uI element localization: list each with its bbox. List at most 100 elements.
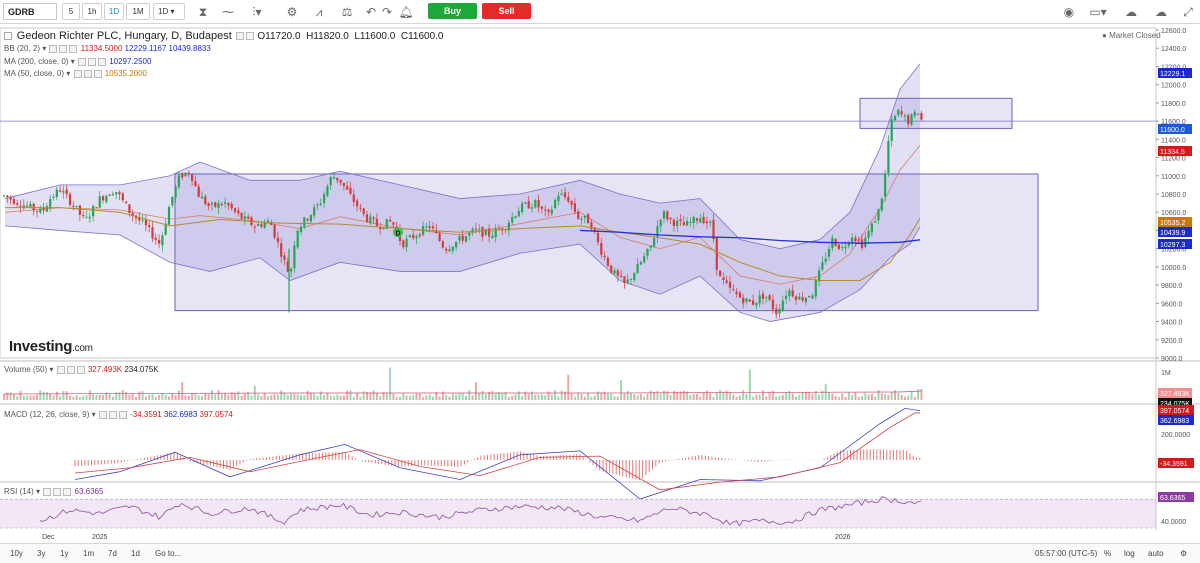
- candle-body: [286, 261, 289, 272]
- ma50-close-icon[interactable]: [93, 69, 102, 78]
- close-square[interactable]: [245, 32, 254, 41]
- candle-body: [263, 222, 266, 228]
- cloud-upload-icon[interactable]: ☁: [1155, 5, 1167, 19]
- volume-bar: [88, 390, 91, 400]
- volume-bar: [138, 391, 141, 400]
- macd-line: [74, 407, 921, 500]
- area-chart-icon[interactable]: ⁓: [222, 5, 234, 19]
- candle-body: [705, 221, 708, 224]
- interval-1d[interactable]: 1D: [104, 3, 124, 20]
- dividend-marker: [393, 227, 403, 238]
- volume-bar: [567, 374, 570, 400]
- volume-bar: [412, 395, 415, 400]
- ma200-close-icon[interactable]: [97, 57, 106, 66]
- volume-bar: [702, 392, 705, 400]
- volume-settings-icon[interactable]: [66, 365, 75, 374]
- interval-dropdown[interactable]: 1D ▾: [153, 3, 185, 20]
- goto-button[interactable]: Go to...: [155, 549, 182, 558]
- volume-bar: [524, 391, 527, 400]
- rsi-close-icon[interactable]: [63, 487, 72, 496]
- bb-eye-icon[interactable]: [49, 44, 58, 53]
- camera-icon[interactable]: ◉: [1063, 5, 1075, 19]
- interval-1m[interactable]: 1M: [126, 3, 150, 20]
- macd-settings-icon[interactable]: [108, 410, 117, 419]
- macd-close-icon[interactable]: [118, 410, 127, 419]
- candle-body: [461, 235, 464, 241]
- range-3y[interactable]: 3y: [37, 549, 46, 558]
- cloud-download-icon[interactable]: ☁: [1125, 5, 1137, 19]
- volume-bar: [181, 382, 184, 400]
- redo-icon[interactable]: ↷: [381, 5, 393, 19]
- sell-button[interactable]: Sell: [482, 3, 531, 19]
- bb-close-icon[interactable]: [69, 44, 78, 53]
- candle-body: [837, 244, 840, 249]
- ma50-settings-icon[interactable]: [83, 69, 92, 78]
- candle-body: [633, 273, 636, 280]
- alert-bell-icon[interactable]: 🔔︎: [398, 5, 414, 19]
- settings-gear-icon[interactable]: ⚙: [1180, 549, 1188, 558]
- undo-icon[interactable]: ↶: [365, 5, 377, 19]
- candle-body: [45, 206, 48, 212]
- rsi-eye-icon[interactable]: [43, 487, 52, 496]
- buy-button[interactable]: Buy: [428, 3, 477, 19]
- volume-bar: [300, 395, 302, 400]
- candle-body: [626, 279, 629, 283]
- volume-bar: [372, 390, 375, 400]
- volume-close-icon[interactable]: [76, 365, 85, 374]
- rsi-settings-icon[interactable]: [53, 487, 62, 496]
- bar-chart-icon[interactable]: ⫶▾: [252, 5, 262, 19]
- interval-1h[interactable]: 1h: [82, 3, 102, 20]
- volume-eye-icon[interactable]: [56, 365, 65, 374]
- volume-bar: [399, 396, 401, 400]
- settings-square[interactable]: [235, 32, 244, 41]
- indicator-icon[interactable]: ⩘: [315, 5, 323, 19]
- volume-bar: [62, 391, 65, 400]
- price-tag: [1158, 146, 1192, 156]
- fullscreen-icon[interactable]: ⤢: [1183, 5, 1193, 19]
- gear-icon[interactable]: ⚙: [286, 5, 298, 19]
- candle-body: [857, 239, 860, 241]
- candlestick-icon[interactable]: ⧗: [198, 5, 208, 19]
- volume-bar: [389, 367, 392, 400]
- ma50-eye-icon[interactable]: [73, 69, 82, 78]
- range-1m[interactable]: 1m: [83, 549, 95, 558]
- volume-bar: [267, 396, 269, 400]
- interval-5[interactable]: 5: [62, 3, 80, 20]
- percent-toggle[interactable]: %: [1104, 549, 1112, 558]
- range-box: [859, 97, 1013, 129]
- candle-body: [537, 199, 540, 208]
- macd-eye-icon[interactable]: [98, 410, 107, 419]
- volume-bar: [342, 395, 345, 400]
- volume-bar: [445, 394, 448, 400]
- candle-body: [293, 245, 296, 269]
- volume-bar: [12, 394, 15, 400]
- bb-settings-icon[interactable]: [59, 44, 68, 53]
- volume-bar: [620, 380, 623, 400]
- legend-checkbox[interactable]: [4, 32, 12, 41]
- balance-icon[interactable]: ⚖: [341, 5, 353, 19]
- volume-bar: [811, 394, 814, 400]
- auto-toggle[interactable]: auto: [1148, 549, 1164, 558]
- volume-bar: [197, 395, 200, 400]
- candle-body: [161, 235, 164, 246]
- range-10y[interactable]: 10y: [10, 549, 23, 558]
- volume-bar: [854, 392, 857, 400]
- volume-bar: [118, 392, 121, 400]
- candle-body: [306, 218, 309, 221]
- chart-canvas[interactable]: D 9000.0 9200.0 9400.0 9600.0 9800.0 10000.0 10…: [0, 0, 1200, 543]
- range-1y[interactable]: 1y: [60, 549, 69, 558]
- log-toggle[interactable]: log: [1124, 549, 1135, 558]
- candle-body: [171, 196, 174, 206]
- ma200-settings-icon[interactable]: [87, 57, 96, 66]
- volume-bar: [3, 394, 5, 400]
- symbol-input[interactable]: GDRB: [3, 3, 57, 20]
- range-1d[interactable]: 1d: [131, 549, 140, 558]
- time-axis-label: Dec: [42, 534, 55, 541]
- range-7d[interactable]: 7d: [108, 549, 117, 558]
- volume-bar: [158, 394, 161, 400]
- ma200-eye-icon[interactable]: [77, 57, 86, 66]
- volume-bar: [738, 395, 741, 400]
- volume-bar: [653, 391, 656, 400]
- color-picker-icon[interactable]: ▭▾: [1089, 5, 1107, 19]
- candle-body: [544, 209, 547, 211]
